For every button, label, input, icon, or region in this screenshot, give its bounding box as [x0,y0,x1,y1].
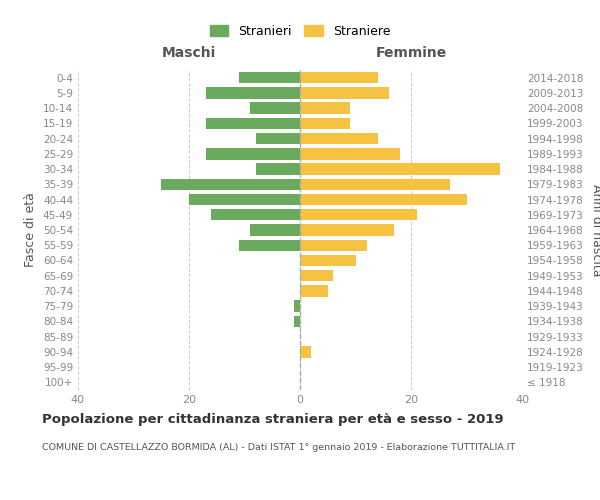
Bar [256,133,300,144]
Text: Maschi: Maschi [162,46,216,60]
Bar [300,102,350,114]
Text: COMUNE DI CASTELLAZZO BORMIDA (AL) - Dati ISTAT 1° gennaio 2019 - Elaborazione T: COMUNE DI CASTELLAZZO BORMIDA (AL) - Dat… [42,442,515,452]
Bar [300,72,378,84]
Bar [300,87,389,99]
Bar [206,148,300,160]
Bar [300,285,328,296]
Y-axis label: Fasce di età: Fasce di età [25,192,37,268]
Bar [250,102,300,114]
Bar [250,224,300,235]
Bar [300,118,350,129]
Bar [295,316,300,327]
Bar [300,224,394,235]
Text: Popolazione per cittadinanza straniera per età e sesso - 2019: Popolazione per cittadinanza straniera p… [42,412,503,426]
Bar [206,118,300,129]
Bar [239,72,300,84]
Bar [300,209,416,220]
Legend: Stranieri, Straniere: Stranieri, Straniere [209,25,391,38]
Bar [189,194,300,205]
Bar [206,87,300,99]
Bar [300,164,500,175]
Text: Femmine: Femmine [376,46,446,60]
Bar [300,346,311,358]
Bar [211,209,300,220]
Bar [239,240,300,251]
Bar [300,178,450,190]
Bar [256,164,300,175]
Bar [300,194,467,205]
Bar [300,255,356,266]
Bar [300,133,378,144]
Bar [300,270,334,281]
Bar [300,240,367,251]
Bar [161,178,300,190]
Bar [300,148,400,160]
Y-axis label: Anni di nascita: Anni di nascita [590,184,600,276]
Bar [295,300,300,312]
